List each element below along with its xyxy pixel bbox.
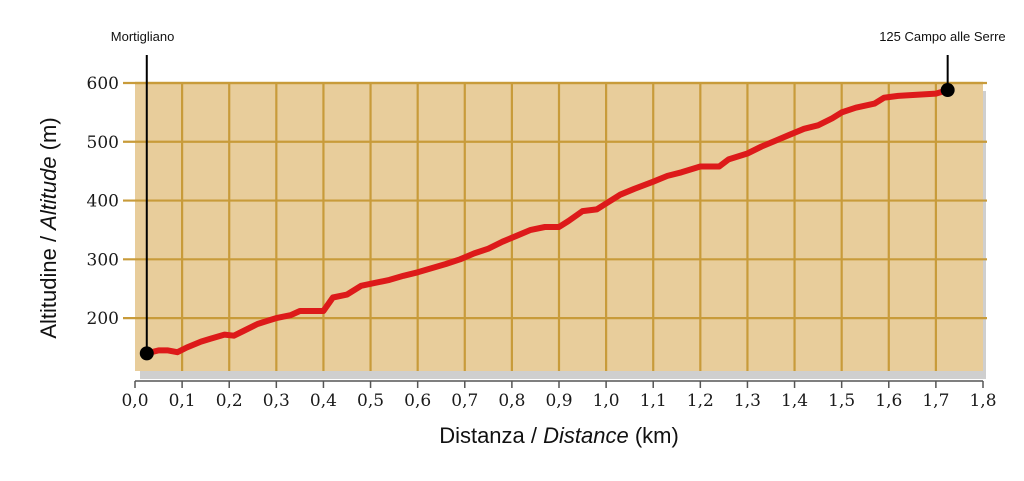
x-tick-label: 1,1 — [640, 391, 667, 411]
x-tick-label: 0,9 — [545, 391, 572, 411]
x-tick-label: 0,3 — [263, 391, 290, 411]
x-tick-label: 1,2 — [687, 391, 714, 411]
x-axis-title: Distanza / Distance (km) — [439, 423, 679, 448]
y-tick-label: 300 — [87, 250, 119, 270]
x-tick-label: 0,6 — [404, 391, 431, 411]
x-tick-label: 1,0 — [593, 391, 620, 411]
x-tick-label: 1,5 — [828, 391, 855, 411]
grid-lines — [123, 81, 987, 371]
waypoint-label: Mortigliano — [111, 29, 175, 44]
x-tick-label: 1,6 — [875, 391, 902, 411]
x-tick-label: 1,8 — [969, 391, 996, 411]
x-tick-label: 0,4 — [310, 391, 337, 411]
x-tick-label: 0,8 — [498, 391, 525, 411]
y-tick-label: 500 — [87, 133, 119, 153]
elevation-line — [143, 87, 951, 357]
x-tick-label: 0,7 — [451, 391, 478, 411]
x-tick-label: 1,3 — [734, 391, 761, 411]
waypoint-marker — [940, 83, 955, 98]
waypoint-marker — [139, 346, 154, 361]
y-tick-label: 600 — [87, 74, 119, 94]
annotations: Mortigliano 125 Campo alle Serre — [111, 29, 1006, 361]
y-tick-label: 200 — [87, 309, 119, 329]
x-tick-label: 1,4 — [781, 391, 808, 411]
waypoint-label: 125 Campo alle Serre — [879, 29, 1005, 44]
x-tick-label: 0,5 — [357, 391, 384, 411]
x-axis: 0,0 0,1 0,2 0,3 0,4 0,5 0,6 0,7 0,8 0,9 1,0 1,1 1,2 1… — [121, 380, 997, 411]
x-tick-label: 1,7 — [922, 391, 949, 411]
y-tick-label: 400 — [87, 192, 119, 212]
series-layer — [143, 87, 951, 357]
y-axis-title: Altitudine / Altitude (m) — [36, 117, 61, 338]
x-tick-label: 0,1 — [169, 391, 196, 411]
x-tick-label: 0,2 — [216, 391, 243, 411]
x-tick-label: 0,0 — [121, 391, 148, 411]
y-axis: 200 300 400 500 600 — [87, 74, 119, 329]
